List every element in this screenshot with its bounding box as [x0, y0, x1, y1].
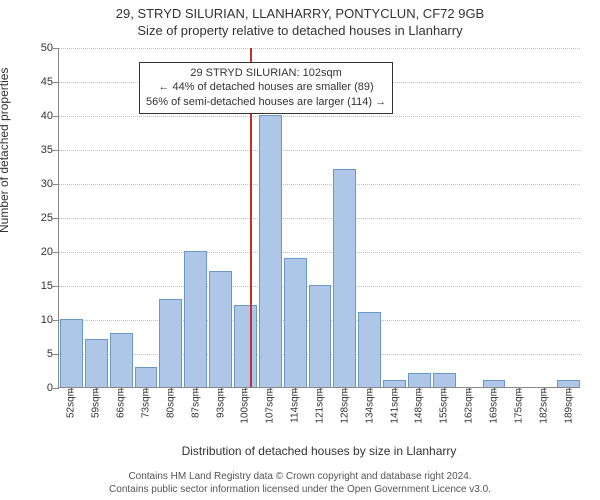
x-tick-label: 107sqm [265, 388, 276, 424]
y-tick [53, 388, 59, 389]
y-tick-label: 20 [25, 246, 53, 258]
x-tick-label: 114sqm [290, 388, 301, 423]
x-tick-label: 59sqm [91, 388, 102, 418]
histogram-bar [408, 373, 431, 387]
y-tick [53, 48, 59, 49]
x-tick-label: 175sqm [513, 388, 524, 424]
histogram-bar [110, 333, 133, 387]
x-tick-label: 134sqm [364, 388, 375, 424]
y-axis-label: Number of detached properties [0, 68, 11, 233]
annotation-box: 29 STRYD SILURIAN: 102sqm← 44% of detach… [139, 62, 393, 115]
y-tick-label: 35 [25, 144, 53, 156]
gridline [59, 252, 580, 253]
y-tick-label: 10 [25, 314, 53, 326]
x-tick-label: 87sqm [190, 388, 201, 418]
title-subtitle: Size of property relative to detached ho… [0, 23, 600, 38]
x-tick-label: 148sqm [414, 388, 425, 424]
x-tick-label: 66sqm [116, 388, 127, 418]
histogram-bar [159, 299, 182, 387]
x-tick-label: 155sqm [439, 388, 450, 424]
histogram-bar [433, 373, 456, 387]
histogram-bar [358, 312, 381, 387]
chart-area: Number of detached properties 0510152025… [58, 48, 580, 418]
gridline [59, 184, 580, 185]
annotation-line: 29 STRYD SILURIAN: 102sqm [146, 66, 386, 81]
gridline [59, 48, 580, 49]
x-tick-label: 80sqm [165, 388, 176, 418]
y-tick [53, 150, 59, 151]
x-axis-label: Distribution of detached houses by size … [58, 444, 580, 458]
y-tick [53, 286, 59, 287]
x-tick-label: 93sqm [215, 388, 226, 418]
gridline [59, 116, 580, 117]
histogram-bar [383, 380, 406, 387]
y-tick-label: 30 [25, 178, 53, 190]
y-tick [53, 354, 59, 355]
y-tick [53, 320, 59, 321]
chart-container: 29, STRYD SILURIAN, LLANHARRY, PONTYCLUN… [0, 0, 600, 500]
y-tick [53, 116, 59, 117]
histogram-bar [234, 305, 257, 387]
title-block: 29, STRYD SILURIAN, LLANHARRY, PONTYCLUN… [0, 0, 600, 38]
y-tick-label: 25 [25, 212, 53, 224]
x-tick-label: 189sqm [563, 388, 574, 424]
histogram-bar [209, 271, 232, 387]
footer-line2: Contains public sector information licen… [0, 484, 600, 497]
y-tick-label: 0 [25, 382, 53, 394]
histogram-bar [135, 367, 158, 387]
footer-line1: Contains HM Land Registry data © Crown c… [0, 471, 600, 484]
histogram-bar [184, 251, 207, 387]
y-tick-label: 5 [25, 348, 53, 360]
footer-copyright: Contains HM Land Registry data © Crown c… [0, 471, 600, 496]
histogram-bar [333, 169, 356, 387]
histogram-bar [60, 319, 83, 387]
y-tick-label: 40 [25, 110, 53, 122]
y-tick-label: 15 [25, 280, 53, 292]
gridline [59, 218, 580, 219]
y-tick-label: 45 [25, 76, 53, 88]
x-tick-label: 141sqm [389, 388, 400, 424]
histogram-bar [85, 339, 108, 387]
histogram-bar [483, 380, 506, 387]
x-tick-label: 100sqm [240, 388, 251, 424]
y-tick [53, 184, 59, 185]
title-address: 29, STRYD SILURIAN, LLANHARRY, PONTYCLUN… [0, 6, 600, 21]
annotation-line: ← 44% of detached houses are smaller (89… [146, 80, 386, 95]
x-tick-label: 121sqm [315, 388, 326, 424]
plot-region: 0510152025303540455052sqm59sqm66sqm73sqm… [58, 48, 580, 388]
y-tick-label: 50 [25, 42, 53, 54]
annotation-line: 56% of semi-detached houses are larger (… [146, 95, 386, 110]
x-tick-label: 128sqm [339, 388, 350, 424]
y-tick [53, 82, 59, 83]
histogram-bar [284, 258, 307, 387]
histogram-bar [309, 285, 332, 387]
y-tick [53, 252, 59, 253]
gridline [59, 150, 580, 151]
y-tick [53, 218, 59, 219]
histogram-bar [557, 380, 580, 387]
x-tick-label: 73sqm [141, 388, 152, 418]
histogram-bar [259, 115, 282, 387]
x-tick-label: 169sqm [489, 388, 500, 424]
x-tick-label: 52sqm [66, 388, 77, 418]
x-tick-label: 162sqm [464, 388, 475, 424]
x-tick-label: 182sqm [538, 388, 549, 424]
